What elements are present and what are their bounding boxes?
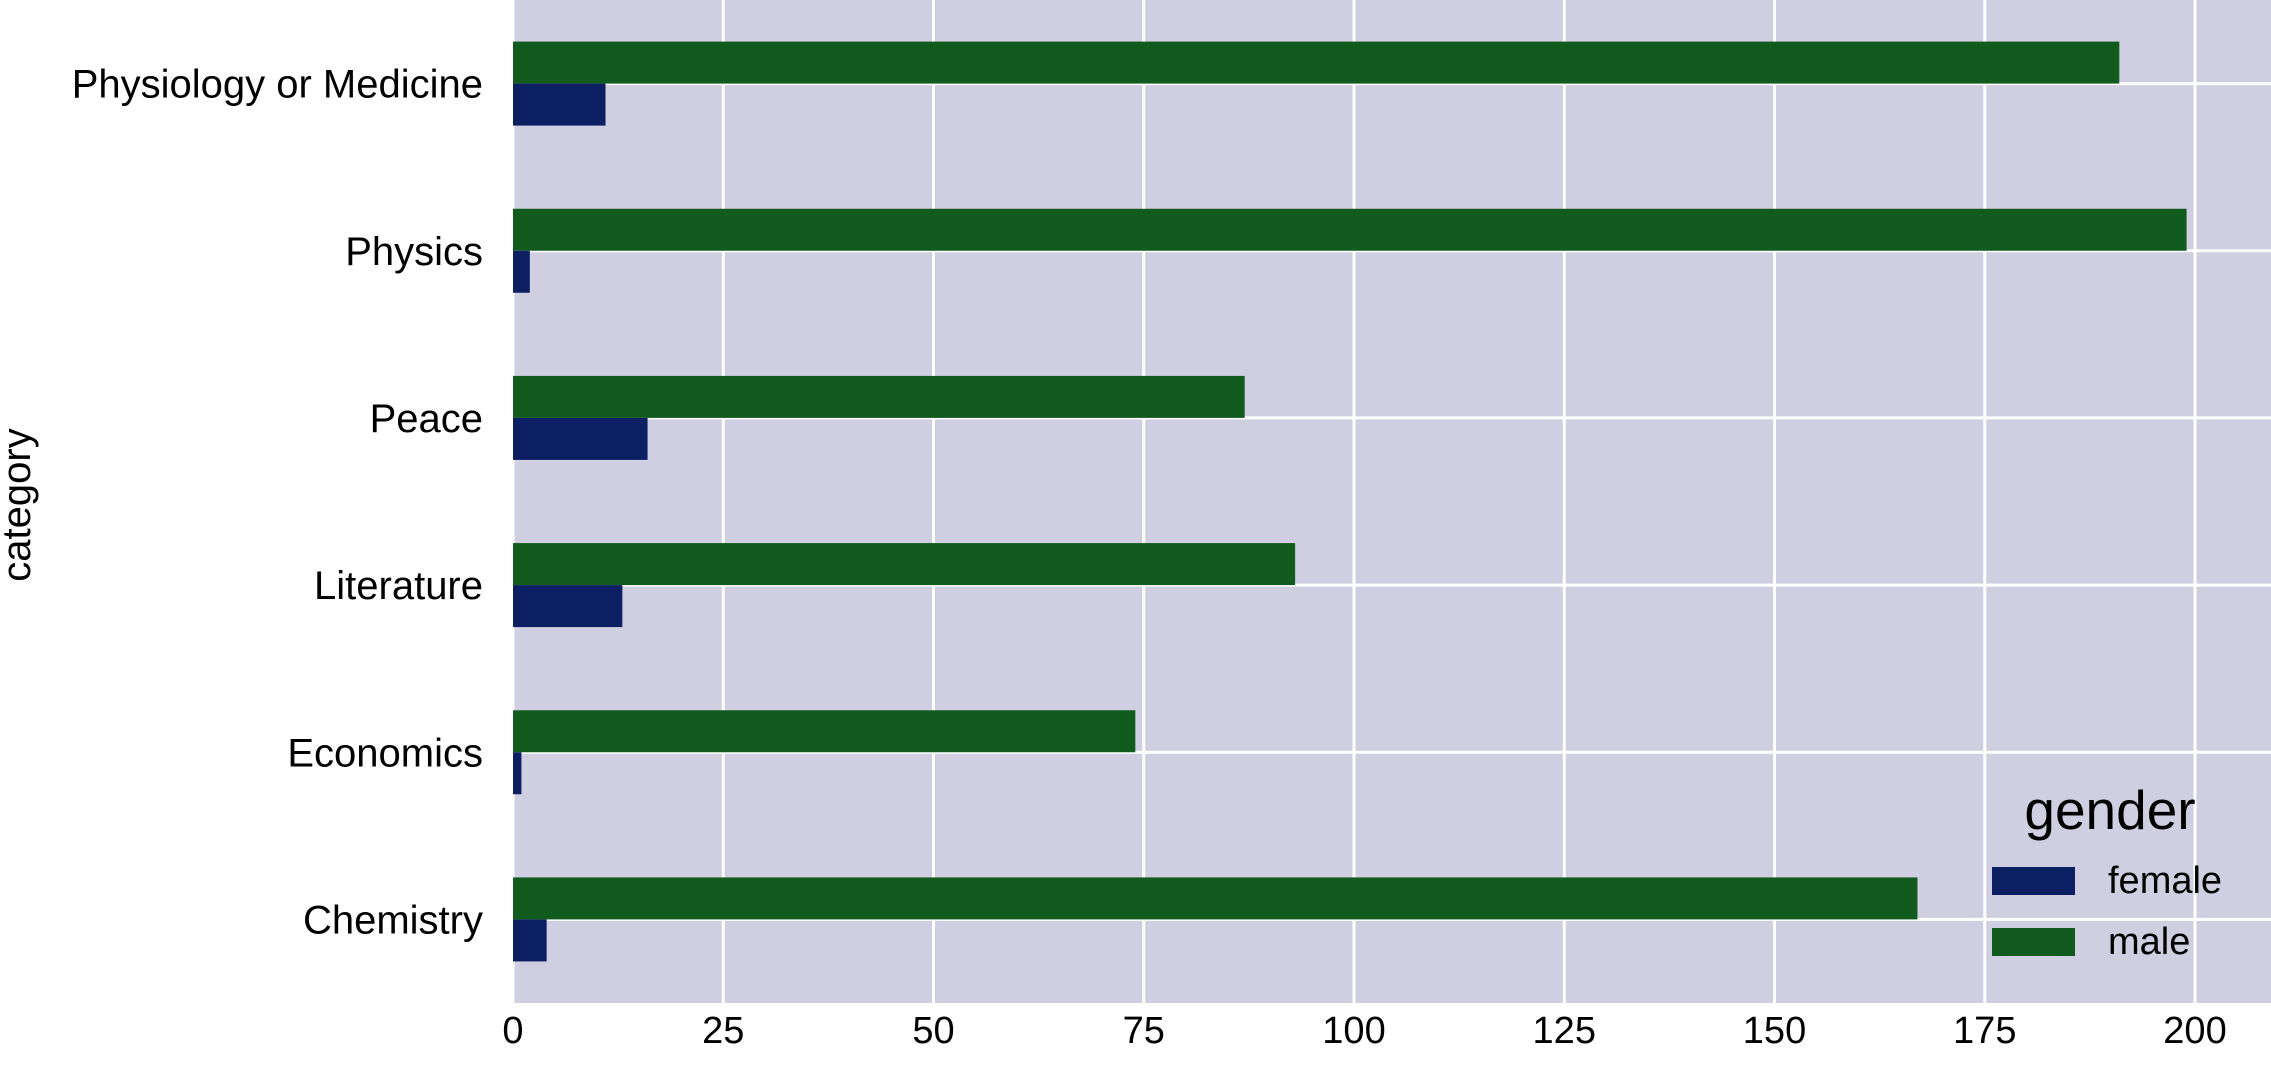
bar-female — [513, 752, 522, 795]
bar-male — [513, 543, 1296, 586]
x-tick-label: 175 — [1953, 1010, 2016, 1052]
legend-title: gender — [2024, 779, 2195, 841]
bar-male — [513, 375, 1245, 418]
x-tick-label: 100 — [1322, 1010, 1385, 1052]
y-tick-label: Physics — [345, 230, 483, 274]
plot-background — [513, 0, 2271, 1003]
legend-label-female: female — [2108, 860, 2222, 902]
bar-female — [513, 83, 606, 126]
y-tick-label: Economics — [287, 731, 483, 775]
legend-label-male: male — [2108, 921, 2190, 963]
bars — [513, 41, 2187, 962]
legend-swatch-male — [1992, 928, 2075, 956]
y-tick-label: Chemistry — [303, 898, 483, 942]
bar-female — [513, 585, 623, 628]
y-tick-label: Literature — [314, 564, 483, 608]
y-tick-labels: Chemistry Economics Literature Peace Physics… — [72, 63, 483, 943]
bar-male — [513, 208, 2187, 251]
bar-male — [513, 710, 1136, 753]
y-tick-label: Peace — [370, 397, 483, 441]
bar-female — [513, 250, 530, 293]
x-tick-label: 125 — [1533, 1010, 1596, 1052]
y-axis-label: category — [0, 428, 39, 581]
bar-female — [513, 919, 547, 962]
legend: gender female male — [1992, 779, 2222, 963]
x-tick-label: 50 — [912, 1010, 954, 1052]
y-tick-label: Physiology or Medicine — [72, 63, 483, 107]
x-tick-label: 25 — [702, 1010, 744, 1052]
x-tick-label: 200 — [2163, 1010, 2226, 1052]
x-tick-labels: 0 25 50 75 100 125 150 175 200 — [502, 1010, 2226, 1052]
legend-swatch-female — [1992, 867, 2075, 895]
x-tick-label: 150 — [1743, 1010, 1806, 1052]
bar-male — [513, 41, 2120, 84]
x-tick-label: 75 — [1123, 1010, 1165, 1052]
bar-male — [513, 877, 1918, 920]
x-tick-label: 0 — [502, 1010, 523, 1052]
bar-female — [513, 417, 648, 460]
